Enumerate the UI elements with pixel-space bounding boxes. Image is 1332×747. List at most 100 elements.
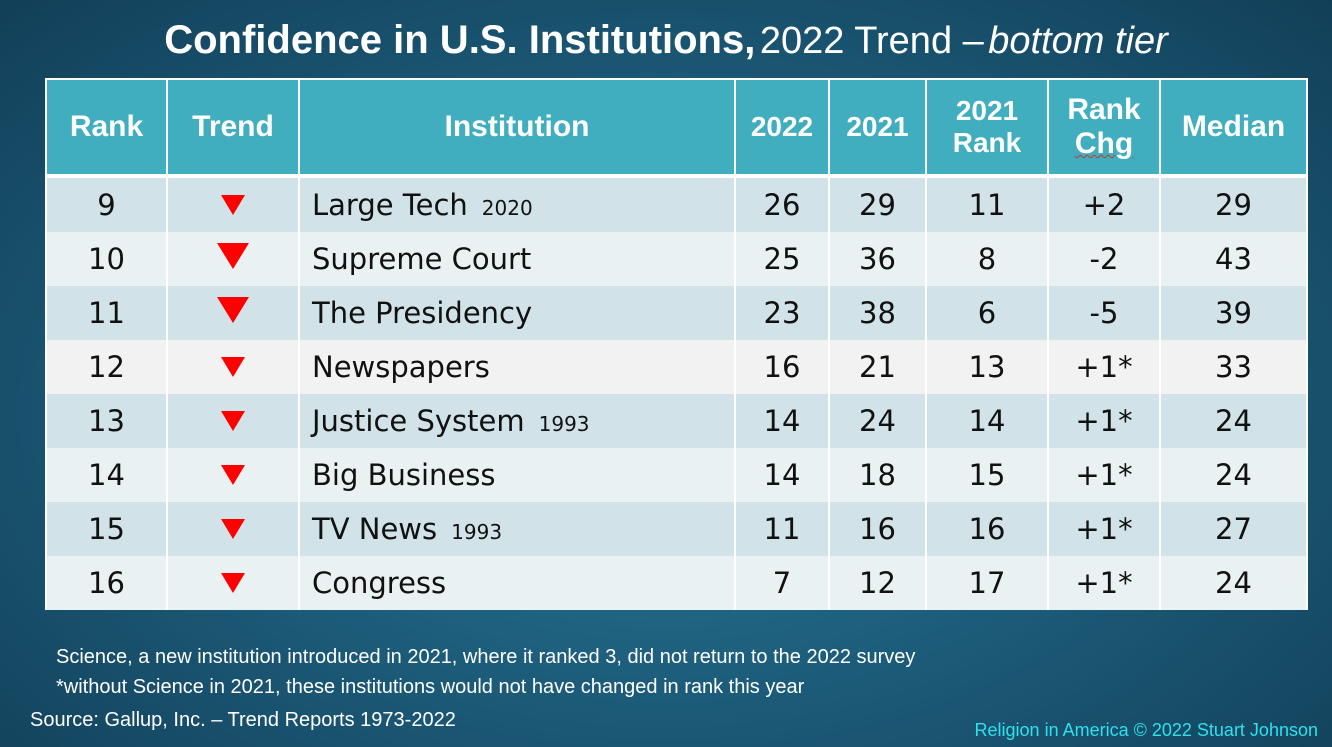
cell-median: 24 (1159, 394, 1308, 448)
table-row: 14 Big Business 14 18 15 +1* 24 (45, 448, 1308, 502)
down-triangle-icon (217, 243, 249, 269)
table-header-row: Rank Trend Institution 2022 2021 2021 Ra… (45, 78, 1308, 177)
cell-institution: Newspapers (298, 340, 736, 394)
cell-rank: 11 (45, 286, 168, 340)
cell-rank-chg: -2 (1047, 232, 1161, 286)
cell-2021-rank: 15 (925, 448, 1049, 502)
cell-rank: 12 (45, 340, 168, 394)
cell-median: 27 (1159, 502, 1308, 556)
cell-rank-chg: +1* (1047, 340, 1161, 394)
cell-rank-chg: +1* (1047, 394, 1161, 448)
header-2022: 2022 (734, 78, 830, 177)
down-triangle-icon (221, 411, 245, 431)
header-rank: Rank (45, 78, 168, 177)
down-triangle-icon (221, 573, 245, 593)
cell-trend (166, 286, 300, 340)
cell-rank: 9 (45, 176, 168, 232)
institutions-table: Rank Trend Institution 2022 2021 2021 Ra… (45, 78, 1308, 610)
table-row: 10 Supreme Court 25 36 8 -2 43 (45, 232, 1308, 286)
cell-rank: 10 (45, 232, 168, 286)
title-emphasis: bottom tier (988, 20, 1168, 62)
cell-rank-chg: +1* (1047, 448, 1161, 502)
footnote-asterisk: *without Science in 2021, these institut… (56, 676, 805, 698)
header-median: Median (1159, 78, 1308, 177)
header-trend: Trend (166, 78, 300, 177)
cell-rank-chg: +2 (1047, 176, 1161, 232)
cell-median: 43 (1159, 232, 1308, 286)
cell-trend (166, 176, 300, 232)
cell-median: 33 (1159, 340, 1308, 394)
table-row: 11 The Presidency 23 38 6 -5 39 (45, 286, 1308, 340)
table-row: 13 Justice System 1993 14 24 14 +1* 24 (45, 394, 1308, 448)
institution-name: Justice System (312, 404, 525, 438)
table-row: 15 TV News 1993 11 16 16 +1* 27 (45, 502, 1308, 556)
cell-2022: 25 (734, 232, 830, 286)
cell-rank-chg: -5 (1047, 286, 1161, 340)
cell-2022: 14 (734, 448, 830, 502)
cell-2021: 21 (828, 340, 927, 394)
cell-median: 24 (1159, 448, 1308, 502)
copyright-notice: Religion in America © 2022 Stuart Johnso… (974, 720, 1318, 740)
cell-rank: 13 (45, 394, 168, 448)
institution-name: Supreme Court (312, 242, 532, 276)
institution-since-year: 2020 (481, 196, 533, 220)
cell-median: 39 (1159, 286, 1308, 340)
cell-2021: 16 (828, 502, 927, 556)
slide-title: Confidence in U.S. Institutions, 2022 Tr… (0, 18, 1332, 63)
header-2021: 2021 (828, 78, 927, 177)
cell-2021-rank: 14 (925, 394, 1049, 448)
cell-2022: 14 (734, 394, 830, 448)
header-2021-rank-line2: Rank (952, 127, 1022, 158)
cell-rank: 16 (45, 556, 168, 610)
cell-2021: 36 (828, 232, 927, 286)
cell-trend (166, 448, 300, 502)
footnote-science: Science, a new institution introduced in… (56, 646, 916, 668)
institution-name: The Presidency (312, 296, 533, 330)
table-row: 9 Large Tech 2020 26 29 11 +2 29 (45, 176, 1308, 232)
cell-institution: TV News 1993 (298, 502, 736, 556)
title-main: Confidence in U.S. Institutions, (164, 18, 756, 62)
table-row: 12 Newspapers 16 21 13 +1* 33 (45, 340, 1308, 394)
cell-2022: 23 (734, 286, 830, 340)
institution-name: TV News (312, 512, 438, 546)
cell-2022: 11 (734, 502, 830, 556)
cell-2021-rank: 6 (925, 286, 1049, 340)
cell-rank: 14 (45, 448, 168, 502)
cell-2021-rank: 16 (925, 502, 1049, 556)
institution-name: Newspapers (312, 350, 490, 384)
cell-rank-chg: +1* (1047, 502, 1161, 556)
cell-2021: 12 (828, 556, 927, 610)
cell-2021: 29 (828, 176, 927, 232)
cell-institution: The Presidency (298, 286, 736, 340)
cell-institution: Supreme Court (298, 232, 736, 286)
down-triangle-icon (221, 357, 245, 377)
cell-institution: Justice System 1993 (298, 394, 736, 448)
title-sub: 2022 Trend – (759, 20, 984, 62)
cell-2022: 16 (734, 340, 830, 394)
institution-name: Congress (312, 566, 447, 600)
header-rank-chg-line2: Chg (1074, 127, 1134, 160)
down-triangle-icon (217, 297, 249, 323)
institution-name: Big Business (312, 458, 496, 492)
footnotes: Science, a new institution introduced in… (56, 642, 915, 702)
cell-institution: Big Business (298, 448, 736, 502)
table-row: 16 Congress 7 12 17 +1* 24 (45, 556, 1308, 610)
down-triangle-icon (221, 195, 245, 215)
header-2021-rank: 2021 Rank (925, 78, 1049, 177)
cell-trend (166, 556, 300, 610)
cell-trend (166, 502, 300, 556)
header-rank-chg: Rank Chg (1047, 78, 1161, 177)
cell-2021-rank: 8 (925, 232, 1049, 286)
cell-2021-rank: 17 (925, 556, 1049, 610)
cell-trend (166, 394, 300, 448)
cell-2021-rank: 13 (925, 340, 1049, 394)
cell-2022: 26 (734, 176, 830, 232)
cell-median: 29 (1159, 176, 1308, 232)
cell-trend (166, 340, 300, 394)
down-triangle-icon (221, 519, 245, 539)
cell-rank-chg: +1* (1047, 556, 1161, 610)
institution-since-year: 1993 (538, 412, 590, 436)
institution-name: Large Tech (312, 188, 468, 222)
institution-since-year: 1993 (451, 520, 503, 544)
cell-institution: Large Tech 2020 (298, 176, 736, 232)
